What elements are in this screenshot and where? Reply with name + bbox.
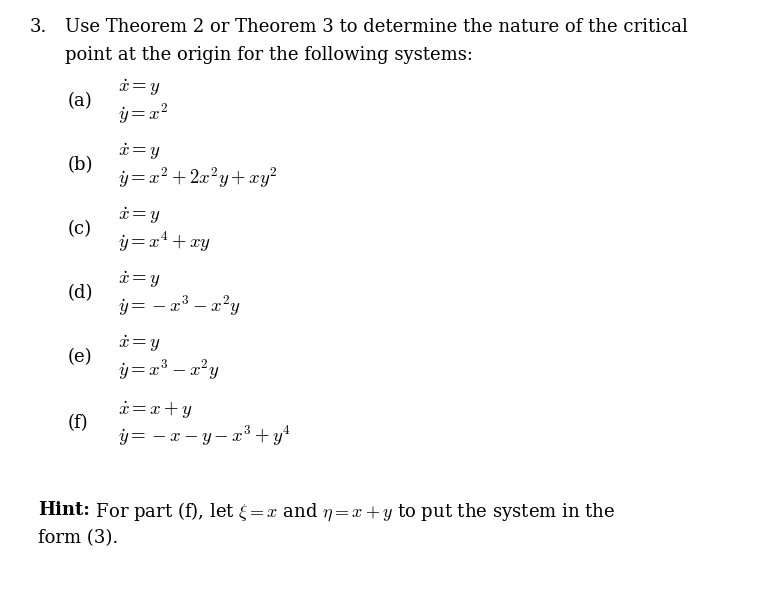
Text: (b): (b) (68, 156, 94, 174)
Text: $\dot{x} = y$: $\dot{x} = y$ (118, 142, 161, 162)
Text: (d): (d) (68, 284, 94, 302)
Text: (f): (f) (68, 414, 88, 432)
Text: 3.: 3. (30, 18, 48, 36)
Text: $\dot{y} = -x - y - x^3 + y^4$: $\dot{y} = -x - y - x^3 + y^4$ (118, 424, 291, 448)
Text: $\dot{y} = x^2$: $\dot{y} = x^2$ (118, 102, 168, 127)
Text: $\dot{x} = x + y$: $\dot{x} = x + y$ (118, 399, 193, 421)
Text: $\dot{x} = y$: $\dot{x} = y$ (118, 205, 161, 226)
Text: (c): (c) (68, 220, 92, 238)
Text: $\dot{x} = y$: $\dot{x} = y$ (118, 270, 161, 290)
Text: Hint:: Hint: (38, 501, 90, 519)
Text: (e): (e) (68, 348, 93, 366)
Text: For part (f), let $\xi = x$ and $\eta = x + y$ to put the system in the: For part (f), let $\xi = x$ and $\eta = … (90, 501, 615, 524)
Text: Use Theorem 2 or Theorem 3 to determine the nature of the critical: Use Theorem 2 or Theorem 3 to determine … (65, 18, 688, 36)
Text: (a): (a) (68, 92, 93, 110)
Text: $\dot{y} = x^4 + xy$: $\dot{y} = x^4 + xy$ (118, 230, 211, 255)
Text: point at the origin for the following systems:: point at the origin for the following sy… (65, 46, 473, 64)
Text: $\dot{y} = x^2 + 2x^2y + xy^2$: $\dot{y} = x^2 + 2x^2y + xy^2$ (118, 165, 277, 190)
Text: $\dot{x} = y$: $\dot{x} = y$ (118, 78, 161, 98)
Text: $\dot{y} = x^3 - x^2y$: $\dot{y} = x^3 - x^2y$ (118, 358, 220, 382)
Text: $\dot{x} = y$: $\dot{x} = y$ (118, 334, 161, 355)
Text: form (3).: form (3). (38, 529, 118, 547)
Text: $\dot{y} = -x^3 - x^2y$: $\dot{y} = -x^3 - x^2y$ (118, 293, 241, 319)
